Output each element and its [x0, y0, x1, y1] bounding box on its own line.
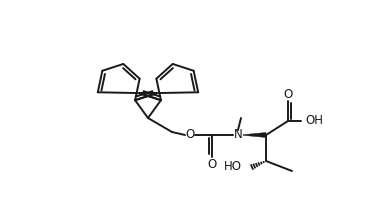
Text: N: N	[234, 129, 242, 141]
Text: HO: HO	[224, 161, 242, 173]
Polygon shape	[243, 132, 266, 137]
Text: OH: OH	[305, 114, 323, 128]
Text: O: O	[185, 129, 195, 141]
Text: O: O	[283, 88, 293, 100]
Text: O: O	[207, 157, 217, 171]
